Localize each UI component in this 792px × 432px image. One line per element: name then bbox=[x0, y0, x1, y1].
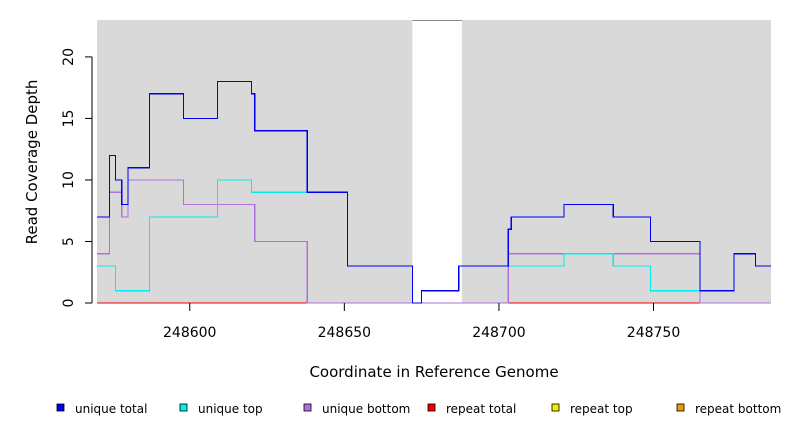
legend-label: repeat bottom bbox=[695, 402, 781, 416]
legend-item-unique-bottom: unique bottom bbox=[303, 402, 410, 416]
legend-item-repeat-bottom: repeat bottom bbox=[676, 402, 781, 416]
legend-swatch bbox=[551, 403, 560, 412]
legend-label: repeat total bbox=[446, 402, 516, 416]
x-tick-label: 248700 bbox=[472, 325, 525, 341]
y-axis: 0 5 10 15 20 bbox=[61, 48, 93, 308]
legend-label: unique bottom bbox=[322, 402, 410, 416]
x-tick-label: 248650 bbox=[318, 325, 371, 341]
legend-item-repeat-top: repeat top bbox=[551, 402, 633, 416]
legend-swatch bbox=[427, 403, 436, 412]
series-line-unique-total bbox=[97, 80, 771, 304]
legend-swatch bbox=[179, 403, 188, 412]
x-tick-label: 248750 bbox=[627, 325, 680, 341]
legend-swatch bbox=[56, 403, 65, 412]
gap-region bbox=[412, 20, 462, 303]
legend-label: repeat top bbox=[570, 402, 633, 416]
legend-label: unique top bbox=[198, 402, 263, 416]
plot-area bbox=[97, 20, 771, 304]
y-tick-label: 15 bbox=[61, 110, 77, 128]
legend-item-unique-total: unique total bbox=[56, 402, 147, 416]
legend-label: unique total bbox=[75, 402, 147, 416]
series-line-unique-bottom bbox=[97, 179, 771, 304]
legend: unique total unique top unique bottom repea… bbox=[56, 402, 781, 416]
y-tick-label: 20 bbox=[61, 48, 77, 66]
y-tick-label: 5 bbox=[61, 237, 77, 246]
legend-swatch bbox=[303, 403, 312, 412]
x-axis: 248600 248650 248700 248750 bbox=[163, 303, 680, 341]
legend-item-repeat-total: repeat total bbox=[427, 402, 516, 416]
y-axis-title: Read Coverage Depth bbox=[23, 80, 41, 245]
legend-item-unique-top: unique top bbox=[179, 402, 263, 416]
x-axis-title: Coordinate in Reference Genome bbox=[309, 363, 558, 381]
y-tick-label: 10 bbox=[61, 171, 77, 189]
y-tick-label: 0 bbox=[61, 299, 77, 308]
x-tick-label: 248600 bbox=[163, 325, 216, 341]
legend-swatch bbox=[676, 403, 685, 412]
